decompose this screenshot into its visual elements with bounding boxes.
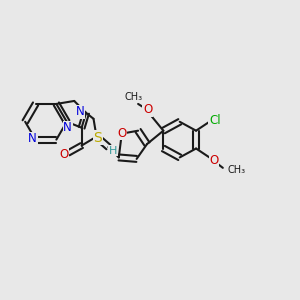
Text: CH₃: CH₃: [124, 92, 143, 102]
Text: H: H: [109, 146, 117, 156]
Text: N: N: [28, 132, 37, 145]
Text: N: N: [63, 121, 72, 134]
Text: N: N: [76, 106, 85, 118]
Text: O: O: [59, 148, 68, 161]
Text: S: S: [94, 130, 102, 145]
Text: CH₃: CH₃: [228, 165, 246, 175]
Text: O: O: [143, 103, 152, 116]
Text: Cl: Cl: [209, 114, 220, 127]
Text: O: O: [209, 154, 218, 167]
Text: O: O: [117, 127, 126, 140]
